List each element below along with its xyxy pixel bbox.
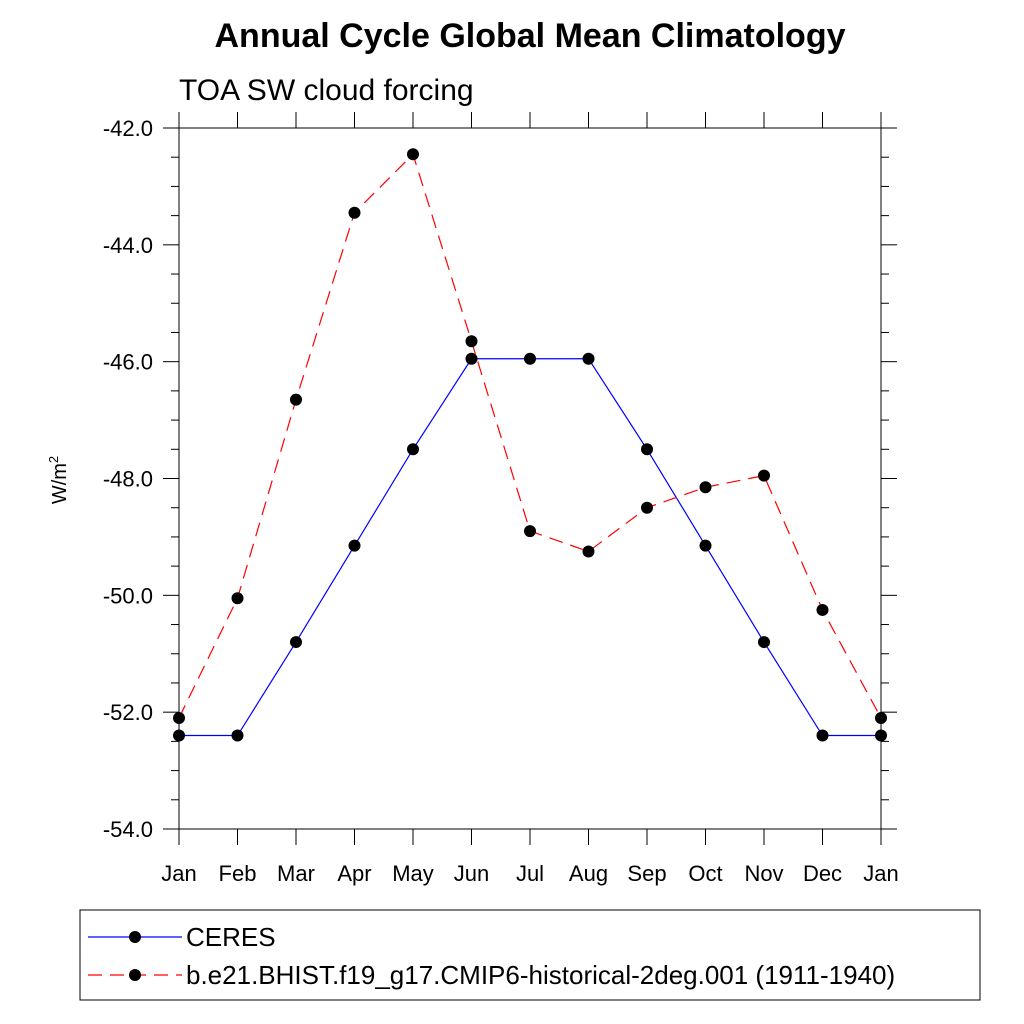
series-1-point xyxy=(231,729,244,742)
series-1-point xyxy=(407,443,419,456)
series-1-point xyxy=(758,636,770,649)
series-1-point xyxy=(582,352,595,365)
series-2-point xyxy=(582,545,595,558)
series-2-point xyxy=(641,501,653,514)
x-tick-label: Jan xyxy=(161,861,196,886)
series-2-point xyxy=(407,148,419,161)
x-tick-label: Oct xyxy=(688,861,722,886)
series-line-2 xyxy=(178,153,882,719)
series-2-point xyxy=(875,712,887,725)
y-tick-label: -44.0 xyxy=(103,233,153,258)
y-axis-label-text: W/m xyxy=(49,463,71,504)
series-2-point xyxy=(758,469,770,482)
x-tick-label: Jul xyxy=(516,861,544,886)
x-tick-label: Feb xyxy=(219,861,257,886)
series-2-point xyxy=(524,525,536,538)
series-2-point xyxy=(231,592,244,605)
plot-frame xyxy=(178,127,882,830)
series-1-point xyxy=(816,729,829,742)
legend-label-2: b.e21.BHIST.f19_g17.CMIP6-historical-2de… xyxy=(186,960,895,990)
x-tick-label: Jan xyxy=(863,861,898,886)
series-1-point xyxy=(524,352,536,365)
series-1-point xyxy=(641,443,653,456)
legend-box xyxy=(79,909,981,1001)
y-tick-label: -50.0 xyxy=(103,583,153,608)
series-2-point xyxy=(465,335,478,348)
legend-marker-1 xyxy=(129,931,141,943)
x-tick-label: May xyxy=(392,861,434,886)
x-tick-label: Jun xyxy=(454,861,489,886)
chart-subtitle: TOA SW cloud forcing xyxy=(179,74,474,107)
series-2-point xyxy=(290,393,302,406)
x-tick-label: Sep xyxy=(627,861,666,886)
legend-label-1: CERES xyxy=(186,922,276,952)
y-tick-label: -48.0 xyxy=(103,467,153,492)
series-1-point xyxy=(465,352,478,365)
series-2-point xyxy=(816,603,829,616)
series-2-point xyxy=(173,712,185,725)
y-axis-label: W/m2 xyxy=(46,456,71,504)
series-1-point xyxy=(348,539,361,552)
y-tick-label: -42.0 xyxy=(103,116,153,141)
x-tick-label: Mar xyxy=(277,861,315,886)
y-tick-label: -54.0 xyxy=(103,817,153,842)
series-line-1 xyxy=(179,358,881,737)
legend-marker-2 xyxy=(129,969,141,981)
y-tick-label: -46.0 xyxy=(103,350,153,375)
chart-title: Annual Cycle Global Mean Climatology xyxy=(215,17,846,55)
x-tick-label: Dec xyxy=(803,861,842,886)
y-tick-label: -52.0 xyxy=(103,700,153,725)
series-1-point xyxy=(875,729,887,742)
y-axis-label-superscript: 2 xyxy=(46,456,61,463)
x-tick-label: Aug xyxy=(569,861,608,886)
x-tick-label: Nov xyxy=(744,861,783,886)
x-tick-label: Apr xyxy=(337,861,371,886)
series-2-point xyxy=(348,206,361,219)
series-1-point xyxy=(173,729,185,742)
series-1-point xyxy=(699,539,712,552)
series-1-point xyxy=(290,636,302,649)
series-2-point xyxy=(699,481,712,494)
